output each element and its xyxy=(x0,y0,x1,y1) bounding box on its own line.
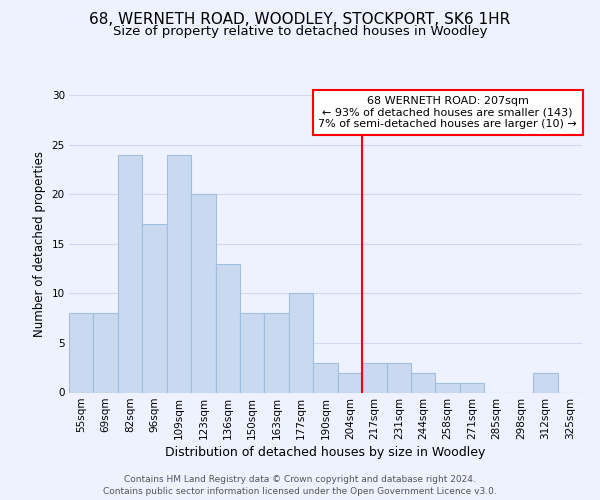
Text: Size of property relative to detached houses in Woodley: Size of property relative to detached ho… xyxy=(113,25,487,38)
Bar xyxy=(411,372,436,392)
Bar xyxy=(289,294,313,392)
Bar xyxy=(533,372,557,392)
Bar xyxy=(362,363,386,392)
Bar xyxy=(167,154,191,392)
Bar xyxy=(460,382,484,392)
Bar xyxy=(191,194,215,392)
X-axis label: Distribution of detached houses by size in Woodley: Distribution of detached houses by size … xyxy=(166,446,485,458)
Bar xyxy=(240,313,265,392)
Bar xyxy=(69,313,94,392)
Bar xyxy=(265,313,289,392)
Bar xyxy=(338,372,362,392)
Text: Contains HM Land Registry data © Crown copyright and database right 2024.
Contai: Contains HM Land Registry data © Crown c… xyxy=(103,474,497,496)
Y-axis label: Number of detached properties: Number of detached properties xyxy=(33,151,46,337)
Bar xyxy=(215,264,240,392)
Bar xyxy=(386,363,411,392)
Bar xyxy=(118,154,142,392)
Bar xyxy=(436,382,460,392)
Text: 68, WERNETH ROAD, WOODLEY, STOCKPORT, SK6 1HR: 68, WERNETH ROAD, WOODLEY, STOCKPORT, SK… xyxy=(89,12,511,28)
Bar xyxy=(94,313,118,392)
Bar xyxy=(142,224,167,392)
Bar xyxy=(313,363,338,392)
Text: 68 WERNETH ROAD: 207sqm
← 93% of detached houses are smaller (143)
7% of semi-de: 68 WERNETH ROAD: 207sqm ← 93% of detache… xyxy=(318,96,577,129)
